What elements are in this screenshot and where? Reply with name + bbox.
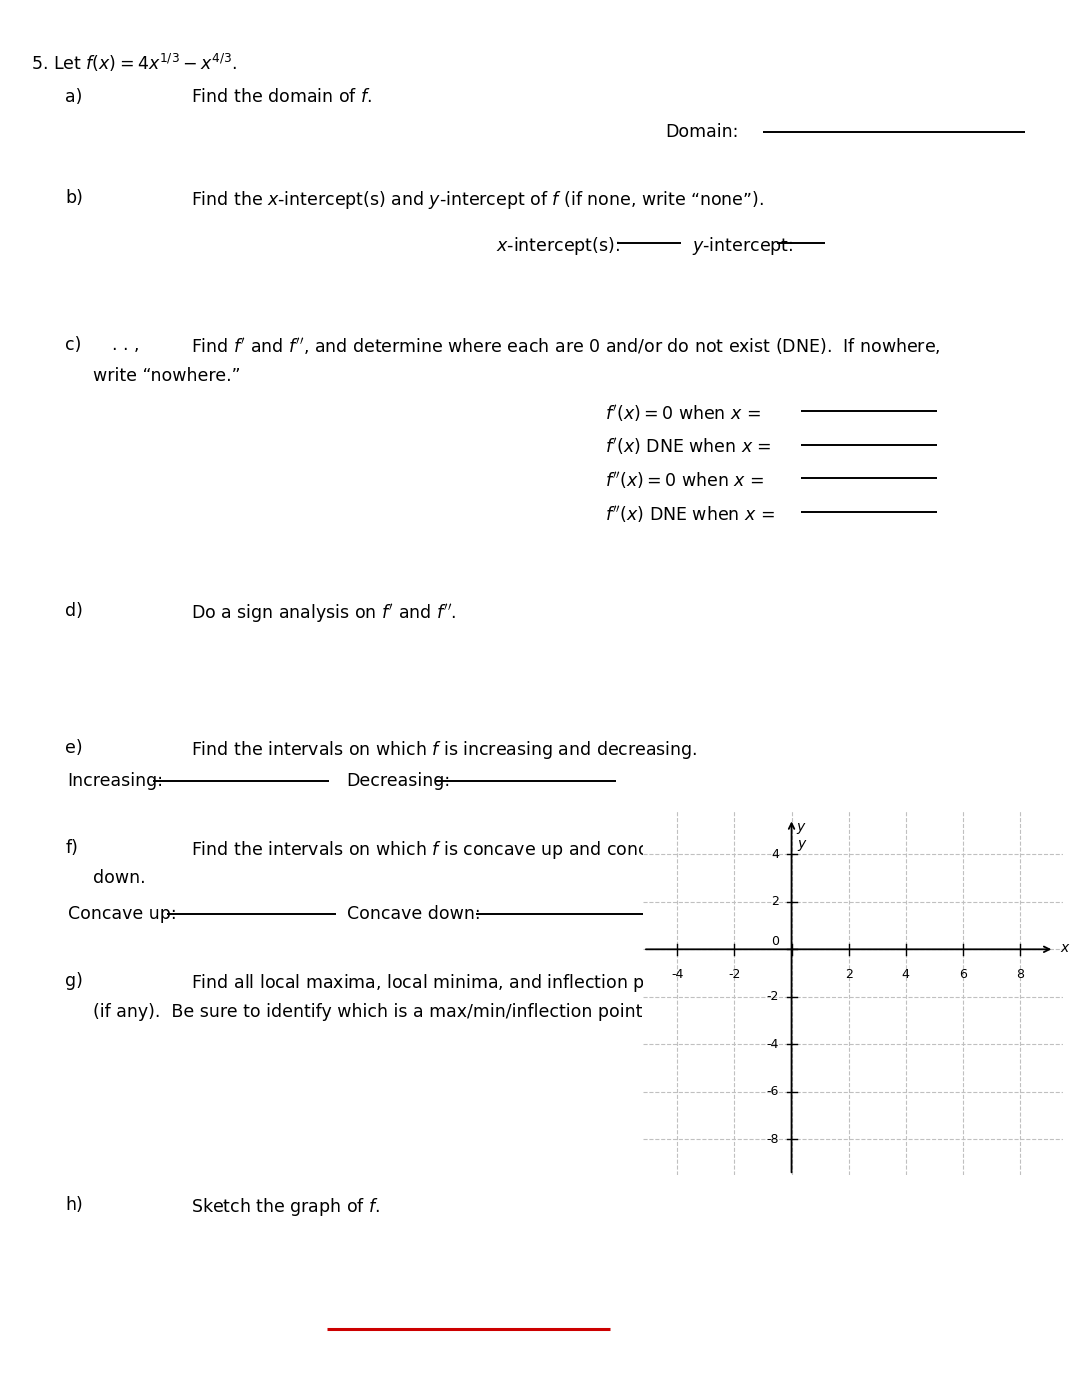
Text: . . ,: . . , (112, 336, 140, 354)
Text: Domain:: Domain: (665, 123, 738, 141)
Text: -4: -4 (671, 968, 683, 982)
Text: $y$-intercept:: $y$-intercept: (692, 235, 794, 257)
Text: 2: 2 (845, 968, 852, 982)
Text: -2: -2 (728, 968, 740, 982)
Text: Do a sign analysis on $f'$ and $f''$.: Do a sign analysis on $f'$ and $f''$. (191, 602, 457, 624)
Text: -8: -8 (766, 1133, 779, 1146)
Text: $x$-intercept(s):: $x$-intercept(s): (496, 235, 620, 257)
Text: e): e) (65, 739, 83, 757)
Text: -2: -2 (766, 990, 779, 1003)
Text: 5. Let $f(x) = 4x^{1/3} - x^{4/3}$.: 5. Let $f(x) = 4x^{1/3} - x^{4/3}$. (31, 52, 237, 74)
Text: $f''(x)$ DNE when $x$ =: $f''(x)$ DNE when $x$ = (605, 504, 775, 525)
Text: d): d) (65, 602, 83, 620)
Text: Increasing:: Increasing: (68, 772, 164, 790)
Text: Find all local maxima, local minima, and inflection points of $f$: Find all local maxima, local minima, and… (191, 972, 724, 995)
Text: Concave up:: Concave up: (68, 905, 177, 923)
Text: 0: 0 (771, 935, 779, 949)
Text: 6: 6 (959, 968, 967, 982)
Text: Find the $x$-intercept(s) and $y$-intercept of $f$ (if none, write “none”).: Find the $x$-intercept(s) and $y$-interc… (191, 189, 764, 211)
Text: Find the intervals on which $f$ is increasing and decreasing.: Find the intervals on which $f$ is incre… (191, 739, 698, 761)
Text: 4: 4 (901, 968, 910, 982)
Text: -6: -6 (766, 1086, 779, 1098)
Text: 2: 2 (771, 895, 779, 908)
Text: a): a) (65, 88, 83, 106)
Text: c): c) (65, 336, 82, 354)
Text: Find the intervals on which $f$ is concave up and concave: Find the intervals on which $f$ is conca… (191, 839, 679, 862)
Text: Decreasing:: Decreasing: (347, 772, 451, 790)
Text: h): h) (65, 1196, 83, 1214)
Text: 8: 8 (1016, 968, 1024, 982)
Text: 4: 4 (771, 848, 779, 860)
Text: (if any).  Be sure to identify which is a max/min/inflection point.: (if any). Be sure to identify which is a… (93, 1003, 647, 1021)
Text: Concave down:: Concave down: (347, 905, 481, 923)
Text: f): f) (65, 839, 78, 858)
Text: $y$: $y$ (796, 821, 807, 837)
Text: down.: down. (93, 869, 145, 887)
Text: $f'(x) = 0$ when $x$ =: $f'(x) = 0$ when $x$ = (605, 403, 761, 424)
Text: $f'(x)$ DNE when $x$ =: $f'(x)$ DNE when $x$ = (605, 436, 772, 457)
Text: $x$: $x$ (1059, 942, 1070, 956)
Text: -4: -4 (766, 1038, 779, 1051)
Text: Sketch the graph of $f$.: Sketch the graph of $f$. (191, 1196, 379, 1219)
Text: Find the domain of $f$.: Find the domain of $f$. (191, 88, 372, 106)
Text: $f''(x) = 0$ when $x$ =: $f''(x) = 0$ when $x$ = (605, 470, 764, 491)
Text: Find $f'$ and $f''$, and determine where each are 0 and/or do not exist (DNE).  : Find $f'$ and $f''$, and determine where… (191, 336, 941, 357)
Text: write “nowhere.”: write “nowhere.” (93, 367, 240, 385)
Text: g): g) (65, 972, 83, 990)
Text: b): b) (65, 189, 83, 207)
Text: $y$: $y$ (797, 838, 808, 853)
